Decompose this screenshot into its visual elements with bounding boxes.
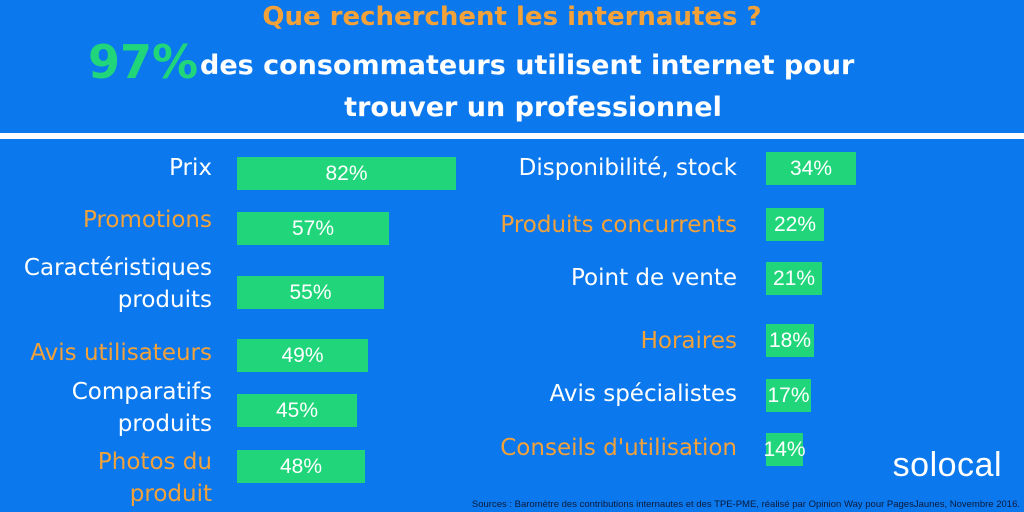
category-label: Comparatifs produits: [71, 379, 212, 437]
category-label: Photos du produit: [97, 449, 212, 507]
bar-value-label: 48%: [279, 454, 323, 478]
bar-value-label: 34%: [789, 156, 833, 180]
bar-value-label: 21%: [772, 266, 816, 290]
headline-percentage: 97%: [88, 35, 199, 89]
header-divider: [0, 133, 1024, 139]
source-note: Sources : Baromètre des contributions in…: [471, 499, 1020, 510]
category-label: Prix: [169, 155, 212, 181]
bar: 22%: [766, 208, 824, 241]
bar-value-label: 18%: [768, 328, 812, 352]
bar-value-label: 57%: [291, 216, 335, 240]
category-label: Point de vente: [571, 265, 737, 291]
bar: 82%: [237, 157, 456, 190]
category-label: Horaires: [640, 328, 737, 354]
bar-value-label: 55%: [289, 280, 332, 304]
bar-value-label: 22%: [773, 212, 817, 236]
category-label: Promotions: [82, 207, 212, 233]
bar-value-label: 45%: [275, 398, 319, 422]
bar: 57%: [237, 212, 389, 245]
bar: 17%: [766, 379, 811, 412]
bar: 18%: [766, 324, 814, 357]
category-label: Avis spécialistes: [549, 381, 737, 407]
bar-value-label: 14%: [763, 437, 806, 461]
category-label: Produits concurrents: [500, 212, 737, 238]
page-title: Que recherchent les internautes ?: [262, 2, 762, 32]
bar: 48%: [237, 450, 365, 483]
bar: 34%: [766, 152, 856, 185]
bar-value-label: 82%: [325, 161, 368, 185]
bar: 45%: [237, 394, 357, 427]
headline-text-line2: trouver un professionnel: [344, 92, 722, 123]
category-label: Avis utilisateurs: [30, 340, 212, 366]
bar: 14%: [763, 433, 806, 466]
headline-text-line1: des consommateurs utilisent internet pou…: [200, 50, 855, 81]
bar: 55%: [237, 276, 384, 309]
category-label: Disponibilité, stock: [518, 155, 737, 181]
category-label: Conseils d'utilisation: [500, 435, 737, 461]
solocal-logo: solocal: [892, 446, 1002, 484]
bar-value-label: 49%: [281, 343, 324, 367]
category-label: Caractéristiques produits: [23, 255, 212, 313]
bar-value-label: 17%: [767, 383, 810, 407]
bar: 21%: [766, 262, 822, 295]
bar: 49%: [237, 339, 368, 372]
